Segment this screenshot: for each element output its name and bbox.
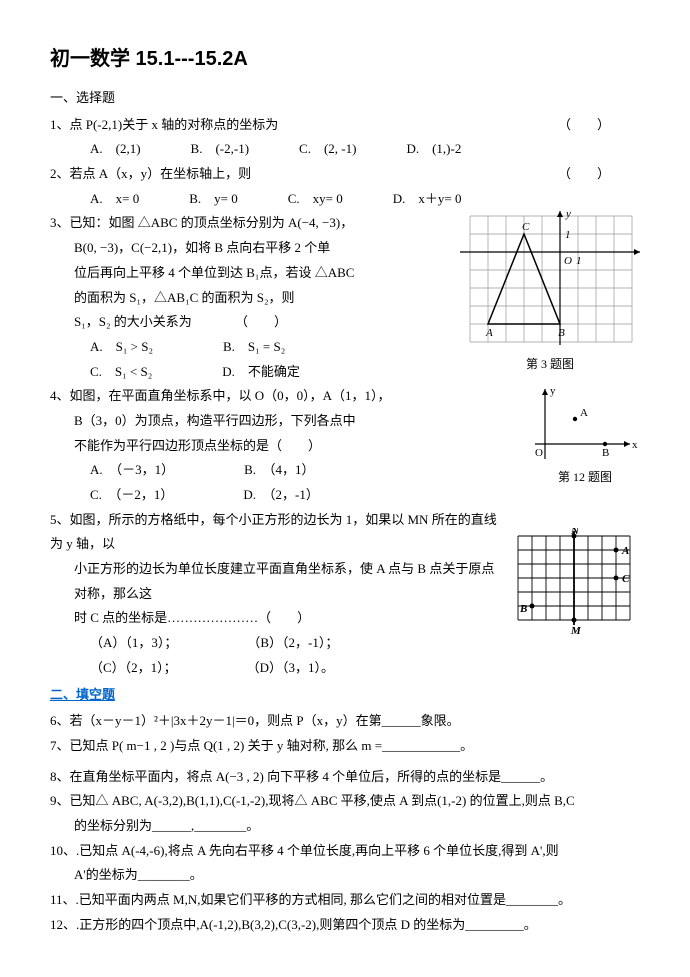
q4-A: A. （－3，1）	[90, 458, 174, 483]
q6: 6、若（x－y－1）²＋|3x＋2y－1|＝0，则点 P（x，y）在第_____…	[50, 709, 640, 734]
svg-text:A: A	[485, 327, 493, 339]
q5-B: （B）（2，-1）；	[247, 631, 338, 656]
q5-figure: N M A B C	[510, 528, 640, 638]
q1-B: B. (-2,-1)	[191, 137, 250, 162]
q3-B: B. S₁ = S₂	[223, 335, 285, 360]
svg-text:C: C	[622, 573, 630, 585]
svg-text:y: y	[565, 211, 571, 220]
q4: ABOxy 第 12 题图 4、如图，在平面直角坐标系中，以 O（0，0），A（…	[50, 384, 640, 507]
q4-figure: A B Ox y 第 12 题图	[530, 384, 640, 489]
q3-paren: （ ）	[235, 314, 287, 329]
section-1-heading: 一、选择题	[50, 86, 640, 111]
svg-text:A: A	[580, 407, 588, 419]
q1-D: D. (1,)-2	[406, 137, 461, 162]
q7: 7、已知点 P( m−1 , 2 )与点 Q(1 , 2) 关于 y 轴对称, …	[50, 734, 640, 759]
q4-figcap: 第 12 题图	[530, 466, 640, 489]
q2-C: C. xy= 0	[288, 187, 343, 212]
q1-paren: （ ）	[558, 113, 610, 138]
q5-D: （D）（3，1）。	[247, 656, 334, 681]
q3: ABCO11xy 第 3 题图 3、已知：如图 △ABC 的顶点坐标分别为 A(…	[50, 211, 640, 384]
q2-paren: （ ）	[558, 162, 610, 187]
svg-text:y: y	[550, 385, 556, 397]
svg-text:O: O	[564, 255, 572, 267]
q2-A: A. x= 0	[90, 187, 139, 212]
q1-C: C. (2, -1)	[299, 137, 356, 162]
page-title: 初一数学 15.1---15.2A	[50, 40, 640, 78]
svg-text:A: A	[621, 545, 629, 557]
svg-text:1: 1	[565, 229, 571, 241]
svg-text:O: O	[535, 447, 543, 459]
q10a: 10、.已知点 A(-4,-6),将点 A 先向右平移 4 个单位长度,再向上平…	[50, 839, 640, 864]
svg-text:N: N	[570, 528, 580, 537]
q2-B: B. y= 0	[189, 187, 238, 212]
section-2-heading: 二、填空题	[50, 683, 640, 708]
svg-text:1: 1	[576, 255, 582, 267]
svg-text:C: C	[522, 221, 530, 233]
q3-figcap: 第 3 题图	[460, 353, 640, 376]
q5-A: （A）（1，3）；	[90, 631, 177, 656]
q9a: 9、已知△ ABC, A(-3,2),B(1,1),C(-1,-2),现将△ A…	[50, 789, 640, 814]
q5: NMABC 5、如图，所示的方格纸中，每个小正方形的边长为 1，如果以 MN 所…	[50, 508, 640, 681]
q2: 2、若点 A（x，y）在坐标轴上，则 （ ） A. x= 0 B. y= 0 C…	[50, 162, 640, 211]
q3-l5: S₁，S₂ 的大小关系为	[74, 314, 192, 329]
svg-text:B: B	[602, 447, 609, 459]
q10b: A'的坐标为________。	[50, 863, 640, 888]
q1: 1、点 P(-2,1)关于 x 轴的对称点的坐标为 （ ） A. (2,1) B…	[50, 113, 640, 162]
svg-text:B: B	[558, 327, 565, 339]
q3-C: C. S₁ < S₂	[90, 360, 152, 385]
q3-A: A. S₁ > S₂	[90, 335, 153, 360]
q2-stem: 2、若点 A（x，y）在坐标轴上，则	[50, 166, 251, 181]
svg-text:x: x	[632, 439, 638, 451]
q3-figure: ABCO11xy 第 3 题图	[460, 211, 640, 376]
svg-text:B: B	[519, 603, 527, 615]
q12: 12、.正方形的四个顶点中,A(-1,2),B(3,2),C(3,-2),则第四…	[50, 913, 640, 938]
q11: 11、.已知平面内两点 M,N,如果它们平移的方式相同, 那么它们之间的相对位置…	[50, 888, 640, 913]
q3-D: D. 不能确定	[222, 360, 300, 385]
svg-text:M: M	[570, 625, 582, 637]
q4-C: C. （－2，1）	[90, 483, 173, 508]
q2-D: D. x＋y= 0	[393, 187, 462, 212]
q5-C: （C）（2，1）；	[90, 656, 177, 681]
q9b: 的坐标分别为______,________。	[50, 814, 640, 839]
q1-A: A. (2,1)	[90, 137, 141, 162]
q4-D: D. （2，-1）	[243, 483, 318, 508]
q1-stem: 1、点 P(-2,1)关于 x 轴的对称点的坐标为	[50, 117, 278, 132]
q8: 8、在直角坐标平面内，将点 A(−3 , 2) 向下平移 4 个单位后，所得的点…	[50, 765, 640, 790]
q4-B: B. （4，1）	[244, 458, 314, 483]
